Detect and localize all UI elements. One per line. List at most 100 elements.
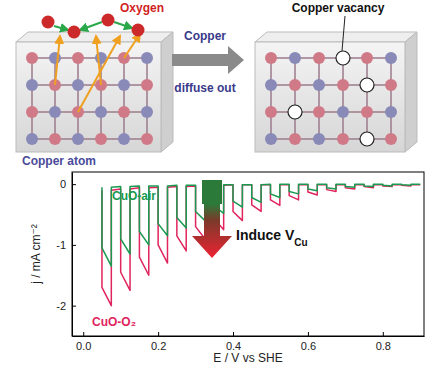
arrow-label-bottom: diffuse out <box>174 81 235 95</box>
lattice-atom <box>361 106 373 118</box>
copper-atom <box>72 133 84 145</box>
x-axis-title: E / V vs SHE <box>213 351 282 365</box>
plot-frame <box>72 172 424 336</box>
lattice-atom <box>72 52 84 64</box>
oxygen-label: Oxygen <box>120 1 164 15</box>
vacancy-label: Copper vacancy <box>292 1 385 15</box>
box-side <box>161 32 173 152</box>
x-tick-label: 0.6 <box>301 340 316 352</box>
copper-vacancy <box>336 51 350 65</box>
lattice-atom <box>385 133 397 145</box>
copper-vacancy <box>360 132 374 146</box>
annotation-arrow <box>192 204 232 258</box>
left-crystal <box>16 32 173 152</box>
y-axis: -2 -1 0 <box>56 173 76 337</box>
y-tick-mark <box>72 245 76 246</box>
lattice-atom <box>337 133 349 145</box>
x-tick: 0.8 <box>376 332 391 352</box>
copper-atom <box>265 79 277 91</box>
y-tick-label: 0 <box>60 178 66 190</box>
annotation: Induce VCu <box>192 180 308 258</box>
diffusion-arrow <box>55 36 60 85</box>
box-top <box>255 32 417 42</box>
x-tick-mark <box>383 332 384 336</box>
copper-atom <box>118 133 130 145</box>
copper-vacancy <box>288 105 302 119</box>
copper-atom <box>385 52 397 64</box>
oxygen-arrow <box>114 22 132 28</box>
x-tick: 0.4 <box>226 332 241 352</box>
lattice-atom <box>265 106 277 118</box>
diffusion-arrow <box>124 34 140 58</box>
copper-atom <box>118 79 130 91</box>
copper-atom-label: Copper atom <box>22 154 96 168</box>
y-tick: 0 <box>60 178 76 190</box>
y-tick-label: -2 <box>56 300 66 312</box>
y-tick-mark <box>72 184 76 185</box>
lattice-atom <box>118 106 130 118</box>
x-tick-mark <box>233 332 234 336</box>
lattice-atom <box>265 52 277 64</box>
y-tick-label: -1 <box>56 239 66 251</box>
copper-atom <box>385 106 397 118</box>
lattice-atom <box>49 133 61 145</box>
series-line <box>102 184 420 266</box>
annotation-subscript: Cu <box>294 237 307 248</box>
series-line <box>102 185 420 306</box>
plot-area <box>102 184 420 305</box>
lattice-atom <box>385 79 397 91</box>
x-tick: 0.0 <box>76 332 91 352</box>
series-label: CuO-O₂ <box>92 315 136 329</box>
x-tick-mark <box>308 332 309 336</box>
copper-atom <box>72 79 84 91</box>
y-axis-title: j / mA cm⁻² <box>29 224 43 285</box>
x-tick-mark <box>83 332 84 336</box>
x-tick-label: 0.8 <box>376 340 391 352</box>
x-tick-label: 0.0 <box>76 340 91 352</box>
x-tick: 0.2 <box>151 332 166 352</box>
x-tick-label: 0.2 <box>151 340 166 352</box>
lattice-atom <box>337 79 349 91</box>
y-tick: -2 <box>56 300 76 312</box>
copper-atom <box>26 133 38 145</box>
copper-atom <box>313 79 325 91</box>
lattice-atom <box>313 106 325 118</box>
oxygen-atom <box>68 26 81 39</box>
figure: Oxygen Copper atom Copper diffuse out Copper… <box>0 0 432 368</box>
y-axis-line <box>72 173 73 337</box>
x-tick-mark <box>158 332 159 336</box>
diffusion-arrow <box>78 36 120 112</box>
oxygen-atom <box>132 24 145 37</box>
x-axis: 0.0 0.2 0.4 0.6 0.8 <box>73 332 425 352</box>
y-tick-mark <box>72 306 76 307</box>
arrow-label-top: Copper <box>184 29 226 43</box>
vacancy-pointer <box>342 16 345 51</box>
lattice-atom <box>289 133 301 145</box>
annotation-block <box>202 180 222 204</box>
lattice-atom <box>26 52 38 64</box>
series-label: CuO-air <box>112 189 156 203</box>
box-top <box>16 32 173 42</box>
lattice-atom <box>26 106 38 118</box>
lattice-atom <box>141 133 153 145</box>
annotation-text: Induce VCu <box>236 227 308 248</box>
lattice-atom <box>289 79 301 91</box>
x-tick: 0.6 <box>301 332 316 352</box>
copper-atom <box>313 133 325 145</box>
y-tick: -1 <box>56 239 76 251</box>
oxygen-atom <box>102 14 115 27</box>
lattice-atom <box>313 52 325 64</box>
process-arrow <box>172 46 244 74</box>
copper-atom <box>49 52 61 64</box>
box-front <box>16 42 161 152</box>
x-tick-label: 0.4 <box>226 340 241 352</box>
copper-atom <box>141 52 153 64</box>
right-crystal <box>255 32 417 152</box>
annotation-main: Induce V <box>236 227 295 243</box>
copper-atom <box>26 79 38 91</box>
copper-atom <box>49 106 61 118</box>
copper-atom <box>95 106 107 118</box>
oxygen-arrow <box>80 22 102 30</box>
box-side <box>405 32 417 152</box>
lattice-atom <box>141 79 153 91</box>
